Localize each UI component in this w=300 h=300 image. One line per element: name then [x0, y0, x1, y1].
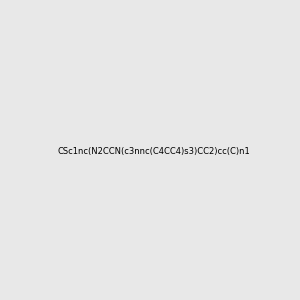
Text: CSc1nc(N2CCN(c3nnc(C4CC4)s3)CC2)cc(C)n1: CSc1nc(N2CCN(c3nnc(C4CC4)s3)CC2)cc(C)n1: [57, 147, 250, 156]
